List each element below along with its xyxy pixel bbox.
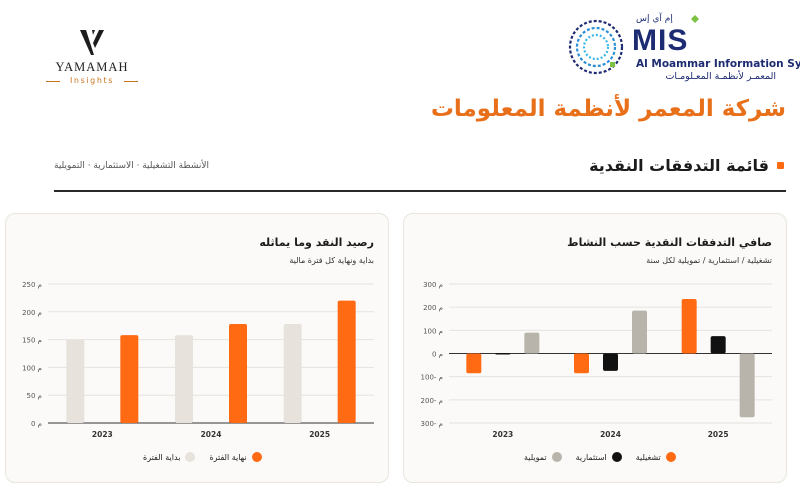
- yamamah-name: YAMAMAH: [55, 60, 129, 74]
- x-tick-label: 2025: [309, 430, 330, 439]
- mis-arabic-name: المعمـر لأنظمـة المعـلومـات: [665, 71, 776, 82]
- mis-wordmark: MIS: [632, 24, 689, 57]
- y-tick-label: 0 م: [31, 420, 42, 428]
- legend-swatch: [251, 452, 262, 462]
- cash-balance-chart: 0 م 50 م 100 م 150 م 200 م 250 م 2023 2024 2025: [22, 281, 374, 439]
- bar: [466, 353, 482, 374]
- y-tick-label: 200 م: [423, 304, 443, 312]
- bar: [229, 324, 247, 423]
- legend-swatch: [611, 452, 622, 462]
- x-tick-label: 2023: [92, 430, 113, 439]
- legend-item: نهاية الفترة: [209, 452, 262, 462]
- bar: [574, 353, 589, 374]
- y-tick-label: 200 م: [22, 309, 42, 317]
- yamamah-tagline: Insights: [44, 76, 140, 85]
- section-bullet-icon: [777, 162, 784, 169]
- chart-legend: نهاية الفترة بداية الفترة: [143, 452, 262, 462]
- mis-code-ar: إم آي إس: [636, 14, 673, 24]
- y-tick-label: 150 م: [22, 337, 42, 345]
- bar: [632, 310, 647, 354]
- chart-title: صافي التدفقات النقدية حسب النشاط: [567, 236, 772, 249]
- legend-swatch: [185, 452, 196, 462]
- section-header: قائمة التدفقات النقدية: [589, 156, 784, 175]
- bar: [524, 332, 540, 354]
- yamamah-logo: YAMAMAH Insights: [44, 28, 140, 85]
- legend-label: تشغيلية: [635, 452, 661, 462]
- cash-balance-card: رصيد النقد وما يماثله بداية ونهاية كل فت…: [5, 213, 389, 483]
- legend-label: بداية الفترة: [143, 452, 181, 462]
- bar: [603, 353, 618, 371]
- bar: [710, 336, 726, 354]
- y-tick-label: 100 م: [22, 364, 42, 372]
- x-tick-label: 2024: [600, 430, 621, 439]
- bar: [66, 339, 85, 423]
- net-cashflow-card: صافي التدفقات النقدية حسب النشاط تشغيلية…: [403, 213, 787, 483]
- y-tick-label: 100 م: [423, 327, 443, 335]
- legend-item: استثمارية: [576, 452, 622, 462]
- legend-label: استثمارية: [575, 452, 607, 462]
- legend-swatch: [665, 452, 676, 462]
- bar: [120, 335, 139, 423]
- x-tick-label: 2024: [201, 430, 222, 439]
- net-cashflow-chart: 300- م 200- م 100- م 0 م 100 م 200 م 300 م 2023…: [421, 281, 772, 439]
- y-tick-label: 200- م: [421, 397, 443, 405]
- bar: [337, 300, 356, 423]
- company-name: شركة المعمر لأنظمة المعلومات: [430, 96, 786, 122]
- bar: [175, 335, 193, 423]
- y-tick-label: 0 م: [432, 351, 443, 359]
- bar: [681, 299, 697, 354]
- legend-label: نهاية الفترة: [209, 452, 247, 462]
- chart-title: رصيد النقد وما يماثله: [259, 236, 374, 249]
- legend-item: تشغيلية: [636, 452, 676, 462]
- section-note: الأنشطة التشغيلية · الاستثمارية · التموي…: [54, 161, 210, 171]
- y-tick-label: 100- م: [421, 374, 443, 382]
- x-tick-label: 2025: [708, 430, 729, 439]
- bar: [283, 324, 302, 423]
- chart-subtitle: بداية ونهاية كل فترة مالية: [289, 256, 374, 265]
- y-tick-label: 300- م: [421, 420, 443, 428]
- section-title: قائمة التدفقات النقدية: [589, 156, 769, 175]
- bar: [739, 353, 755, 418]
- legend-item: بداية الفترة: [143, 452, 196, 462]
- yamamah-mark-icon: [80, 30, 104, 55]
- y-tick-label: 50 م: [27, 392, 42, 400]
- mis-english-name: Al Moammar Information Systems: [636, 58, 800, 70]
- chart-subtitle: تشغيلية / استثمارية / تمويلية لكل سنة: [646, 256, 772, 265]
- chart-legend: تشغيلية استثمارية تمويلية: [524, 452, 676, 462]
- y-tick-label: 300 م: [423, 281, 443, 289]
- mis-globe-icon: [568, 19, 624, 75]
- mis-logo: إم آي إس MIS Al Moammar Information Syst…: [566, 14, 800, 84]
- divider: [54, 190, 786, 192]
- x-tick-label: 2023: [492, 430, 513, 439]
- legend-item: تمويلية: [524, 452, 562, 462]
- legend-label: تمويلية: [524, 452, 547, 462]
- bar: [495, 353, 511, 355]
- legend-swatch: [551, 452, 562, 462]
- y-tick-label: 250 م: [22, 281, 42, 289]
- diamond-icon: [691, 15, 699, 23]
